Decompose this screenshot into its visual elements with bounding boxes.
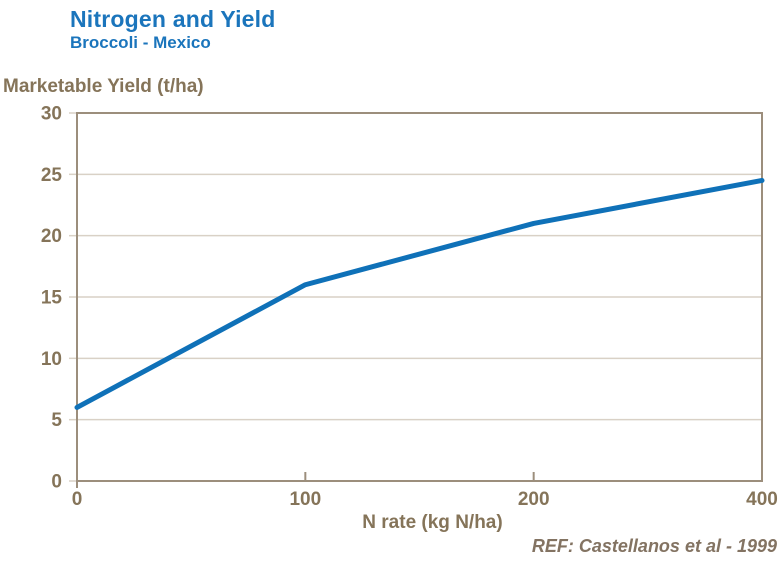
y-tick-label: 0 [51,472,62,493]
yield-line [74,177,765,410]
chart-subtitle: Broccoli - Mexico [70,33,211,52]
y-tick-label: 15 [41,288,63,309]
x-tick-label: 400 [746,489,778,510]
x-tick-label: 100 [289,489,321,510]
chart-title: Nitrogen and Yield [70,6,276,32]
y-tick-label: 5 [51,410,62,431]
y-tick-label: 25 [41,165,63,186]
x-tick-label: 0 [72,489,83,510]
y-tick-label: 30 [41,104,62,125]
x-axis-title: N rate (kg N/ha) [362,512,503,533]
x-tick-label: 200 [518,489,550,510]
y-tick-label: 10 [41,349,62,370]
plot-border [76,112,763,482]
reference-note: REF: Castellanos et al - 1999 [531,536,777,556]
y-axis-title: Marketable Yield (t/ha) [3,76,204,97]
y-tick-label: 20 [41,226,62,247]
